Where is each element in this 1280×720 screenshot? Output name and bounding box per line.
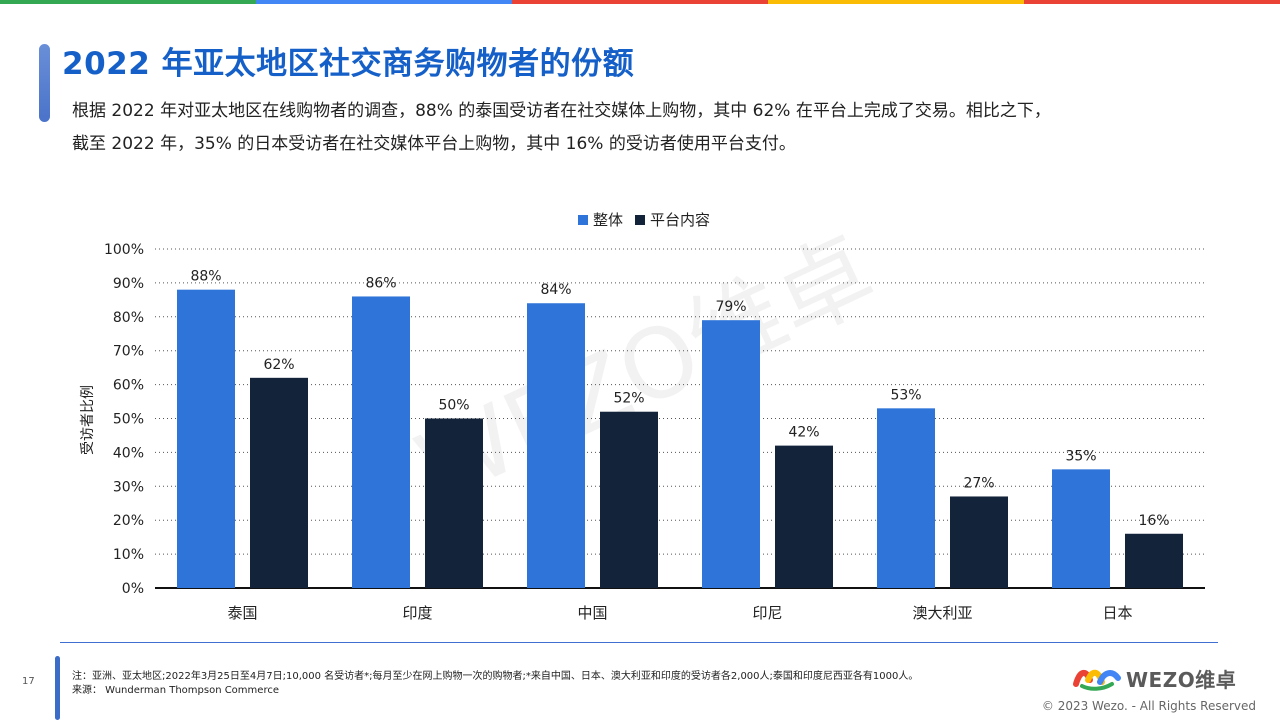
logo-text: WEZO维卓 <box>1126 668 1237 692</box>
x-tick-label: 澳大利亚 <box>912 604 972 622</box>
data-label: 88% <box>190 269 221 285</box>
data-label: 35% <box>1065 448 1096 464</box>
y-tick-label: 90% <box>113 276 144 292</box>
y-tick-label: 80% <box>113 310 144 326</box>
x-tick-label: 日本 <box>1102 604 1132 622</box>
x-tick-label: 中国 <box>577 604 607 622</box>
data-label: 84% <box>540 282 571 298</box>
top-bar-segment <box>0 0 256 4</box>
data-label: 52% <box>613 391 644 407</box>
top-bar-segment <box>1024 0 1280 4</box>
page-number: 17 <box>22 676 35 687</box>
y-tick-label: 50% <box>113 412 144 428</box>
bar-platform <box>775 445 833 588</box>
x-tick-label: 印度 <box>402 604 432 622</box>
brand-logo: WEZO维卓 <box>1072 664 1236 693</box>
wezo-logo-icon <box>1073 669 1121 691</box>
legend-swatch-platform <box>635 214 646 225</box>
y-tick-label: 30% <box>113 479 144 495</box>
bar-overall <box>702 320 760 588</box>
legend-label-platform: 平台内容 <box>650 211 711 229</box>
top-color-bar <box>0 0 1280 4</box>
legend-item-platform: 平台内容 <box>635 209 710 230</box>
y-tick-label: 20% <box>113 513 144 529</box>
top-bar-segment <box>256 0 512 4</box>
y-axis-label: 受访者比例 <box>80 385 96 455</box>
copyright-text: © 2023 Wezo. - All Rights Reserved <box>1041 699 1256 713</box>
legend-swatch-overall <box>578 214 588 225</box>
bar-overall <box>1052 469 1110 588</box>
legend-item-overall: 整体 <box>578 209 623 230</box>
chart-legend: 整体 平台内容 <box>578 209 710 230</box>
page-title: 2022 年亚太地区社交商务购物者的份额 <box>62 46 635 82</box>
x-tick-label: 印尼 <box>752 604 782 622</box>
bar-overall <box>527 303 585 588</box>
footer-accent-bar <box>55 656 60 720</box>
bar-platform <box>425 418 483 588</box>
bar-overall <box>177 289 235 588</box>
data-label: 62% <box>263 357 294 373</box>
data-label: 42% <box>788 425 819 441</box>
footnote-line-1: 注：亚洲、亚太地区;2022年3月25日至4月7日;10,000 名受访者*;每… <box>72 671 919 682</box>
footnote: 注：亚洲、亚太地区;2022年3月25日至4月7日;10,000 名受访者*;每… <box>72 670 918 698</box>
description-line-2: 截至 2022 年，35% 的日本受访者在社交媒体平台上购物，其中 16% 的受… <box>72 134 796 154</box>
description: 根据 2022 年对亚太地区在线购物者的调查，88% 的泰国受访者在社交媒体上购… <box>72 95 1222 161</box>
bar-platform <box>1125 533 1183 588</box>
footer-divider <box>60 642 1218 643</box>
bar-platform <box>950 496 1008 588</box>
bar-platform <box>250 377 308 588</box>
bar-overall <box>352 296 410 588</box>
footnote-line-2: 来源： Wunderman Thompson Commerce <box>72 685 279 696</box>
y-tick-label: 0% <box>122 581 144 597</box>
y-tick-label: 60% <box>113 378 144 394</box>
description-line-1: 根据 2022 年对亚太地区在线购物者的调查，88% 的泰国受访者在社交媒体上购… <box>72 101 1051 121</box>
title-accent-bar <box>39 44 50 122</box>
data-label: 27% <box>963 475 994 491</box>
data-label: 79% <box>715 299 746 315</box>
legend-label-overall: 整体 <box>593 211 624 229</box>
data-label: 50% <box>438 398 469 414</box>
y-tick-label: 40% <box>113 445 144 461</box>
y-tick-label: 10% <box>113 547 144 563</box>
data-label: 86% <box>365 275 396 291</box>
data-label: 53% <box>890 387 921 403</box>
x-tick-label: 泰国 <box>227 604 257 622</box>
top-bar-segment <box>768 0 1024 4</box>
y-tick-label: 100% <box>104 242 144 258</box>
bar-platform <box>600 411 658 588</box>
y-tick-label: 70% <box>113 344 144 360</box>
bar-overall <box>877 408 935 588</box>
data-label: 16% <box>1138 513 1169 529</box>
top-bar-segment <box>512 0 768 4</box>
